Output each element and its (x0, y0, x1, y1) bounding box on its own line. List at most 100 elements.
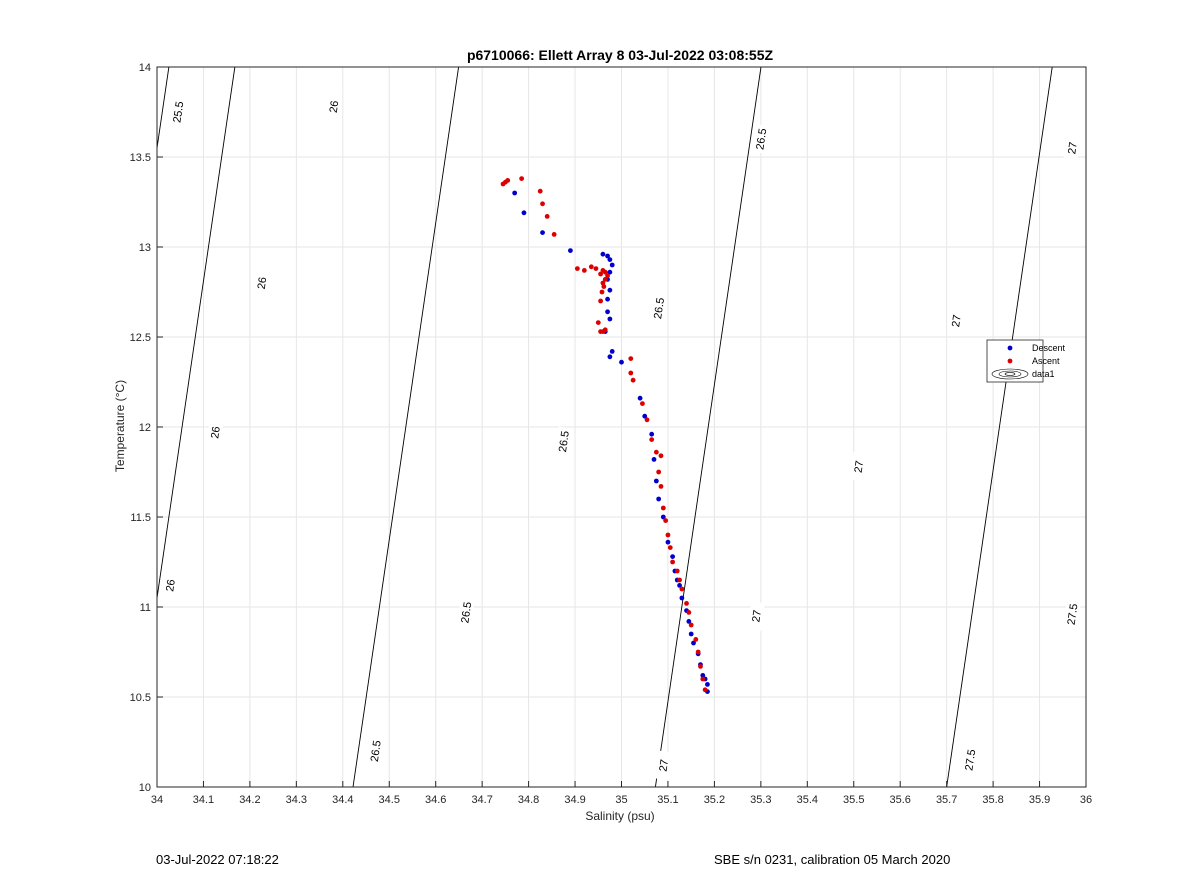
data-points (500, 176, 710, 694)
legend-descent-marker (1007, 345, 1013, 351)
descent-point (665, 539, 671, 545)
contour-label: 25.5 (171, 101, 186, 124)
descent-point (656, 496, 662, 502)
ascent-point (653, 449, 659, 455)
x-tick-label: 35.7 (936, 794, 957, 806)
ascent-point (679, 586, 685, 592)
descent-point (653, 478, 659, 484)
x-tick-label: 34.8 (518, 794, 539, 806)
descent-point (688, 631, 694, 637)
x-tick-label: 35.4 (797, 794, 818, 806)
legend: Descent Ascent data1 (986, 339, 1066, 383)
ascent-point (602, 269, 608, 275)
descent-point (521, 210, 527, 216)
y-tick-label: 10.5 (130, 692, 151, 704)
x-tick-label: 35 (615, 794, 627, 806)
descent-point (679, 595, 685, 601)
contour-label-bg (161, 570, 179, 601)
ascent-point (698, 664, 703, 669)
y-tick-label: 10 (139, 782, 151, 794)
contour-label: 26.5 (652, 297, 667, 320)
contour-label-bg (1063, 133, 1082, 163)
ascent-point (628, 356, 634, 361)
x-tick-label: 34.7 (471, 794, 492, 806)
descent-point (568, 248, 573, 254)
footer-calibration: SBE s/n 0231, calibration 05 March 2020 (714, 852, 951, 867)
descent-point (605, 253, 610, 259)
descent-point (609, 349, 615, 354)
y-tick-label: 11 (140, 602, 151, 614)
contour-label: 26 (256, 276, 270, 290)
descent-point (607, 269, 613, 275)
y-tick-label: 13.5 (130, 152, 151, 164)
grid (156, 66, 1087, 788)
y-tick-label: 11.5 (130, 512, 151, 524)
contour-label: 27.5 (963, 749, 978, 772)
descent-point (642, 413, 648, 419)
contour-label: 26 (328, 100, 342, 114)
density-contours: 25.5 26 26 26 26 26.5 26.5 26.5 26.5 26.5 27 27 27 27… (157, 67, 1082, 787)
x-tick-label: 35.2 (704, 794, 725, 806)
ascent-point (660, 505, 666, 511)
contour-label-bg (849, 451, 868, 482)
isopycnal-line (352, 67, 460, 787)
ascent-point (700, 676, 706, 682)
x-tick-label: 34.6 (425, 794, 446, 806)
ascent-point (519, 176, 525, 182)
legend-descent-label: Descent (1032, 343, 1066, 353)
legend-ascent-label: Ascent (1032, 356, 1060, 366)
contour-label-bg (168, 97, 187, 127)
ascent-point (598, 271, 603, 277)
ascent-point (630, 377, 636, 383)
ascent-point (581, 268, 587, 273)
contour-label: 27.5 (1066, 603, 1081, 626)
ascent-point (688, 622, 694, 628)
ascent-point (601, 284, 607, 289)
descent-point (691, 640, 696, 646)
ascent-point (600, 280, 606, 286)
contour-label: 26.5 (369, 740, 384, 763)
x-tick-label: 35.9 (1029, 794, 1050, 806)
x-tick-label: 36 (1080, 794, 1092, 806)
ascent-point (686, 610, 692, 615)
ascent-point (674, 568, 680, 574)
descent-point (670, 554, 675, 559)
ascent-point (649, 437, 655, 442)
ascent-point (551, 232, 557, 237)
ascent-point (628, 370, 634, 376)
legend-data1-label: data1 (1032, 369, 1055, 379)
contour-label-bg (751, 124, 770, 154)
ascent-point (537, 188, 543, 194)
ascent-point (677, 577, 682, 583)
x-axis-label: Salinity (psu) (585, 809, 654, 823)
contour-label: 27 (950, 314, 964, 328)
footer-timestamp: 03-Jul-2022 07:18:22 (156, 852, 279, 867)
descent-point (660, 514, 666, 520)
descent-point (607, 287, 613, 293)
contour-label-bg (366, 736, 385, 766)
ascent-point (695, 649, 701, 655)
ascent-point (665, 532, 671, 538)
descent-point (605, 296, 610, 302)
contour-label: 26.5 (459, 601, 474, 624)
ascent-point (602, 327, 608, 333)
ascent-point (658, 484, 664, 489)
descent-point (651, 457, 657, 462)
ascent-point (593, 266, 599, 271)
contour-label-bg (324, 91, 343, 122)
descent-point (619, 359, 624, 365)
ascent-point (588, 264, 594, 270)
contour-label-bg (1063, 599, 1082, 630)
ascent-point (670, 559, 675, 565)
contour-label-bg (456, 597, 475, 628)
ascent-point (702, 687, 708, 693)
ascent-point (574, 266, 580, 271)
descent-point (600, 251, 606, 257)
ascent-point (598, 298, 603, 304)
descent-point (686, 619, 692, 624)
ascent-point (502, 179, 508, 185)
ascent-point (658, 453, 664, 459)
contour-label: 26 (164, 579, 178, 593)
ascent-point (667, 545, 673, 550)
